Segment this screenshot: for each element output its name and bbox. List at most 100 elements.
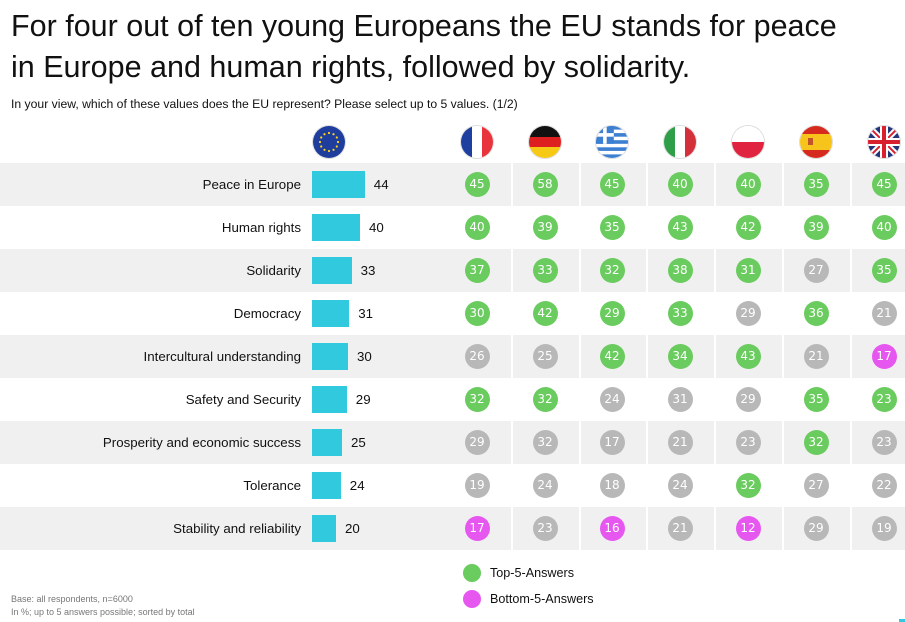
column-divider bbox=[782, 163, 784, 206]
country-value-dot: 27 bbox=[803, 258, 829, 283]
country-value-dot: 35 bbox=[803, 172, 829, 197]
column-divider bbox=[646, 378, 648, 421]
column-divider bbox=[579, 335, 581, 378]
country-value-dot: 35 bbox=[871, 258, 897, 283]
total-bar bbox=[312, 515, 336, 542]
column-divider bbox=[511, 335, 513, 378]
column-divider bbox=[714, 378, 716, 421]
country-value-dot: 23 bbox=[871, 387, 897, 412]
country-value-dot: 25 bbox=[532, 344, 558, 369]
country-value-dot: 12 bbox=[735, 516, 761, 541]
country-value-dot: 23 bbox=[871, 430, 897, 455]
table-row: Human rights 40 40 39 35 43 42 39 40 bbox=[0, 206, 905, 249]
column-divider bbox=[782, 335, 784, 378]
row-label: Prosperity and economic success bbox=[102, 435, 301, 450]
column-divider bbox=[579, 464, 581, 507]
country-value-dot: 58 bbox=[532, 172, 558, 197]
column-divider bbox=[511, 292, 513, 335]
column-divider bbox=[646, 464, 648, 507]
germany-flag-icon bbox=[529, 126, 561, 158]
country-value-dot: 18 bbox=[599, 473, 625, 498]
column-divider bbox=[850, 507, 852, 550]
greece-flag-icon bbox=[596, 126, 628, 158]
total-bar bbox=[312, 171, 365, 198]
footnote-base: Base: all respondents, n=6000 bbox=[11, 594, 133, 604]
country-value-dot: 32 bbox=[803, 430, 829, 455]
eu-star-icon bbox=[335, 136, 338, 139]
country-value-dot: 40 bbox=[464, 215, 490, 240]
column-divider bbox=[782, 249, 784, 292]
title-line-2: in Europe and human rights, followed by … bbox=[11, 50, 691, 84]
total-bar-value: 29 bbox=[355, 392, 371, 407]
country-value-dot: 40 bbox=[667, 172, 693, 197]
column-divider bbox=[579, 249, 581, 292]
total-bar-value: 24 bbox=[349, 478, 365, 493]
country-value-dot: 21 bbox=[871, 301, 897, 326]
corner-accent bbox=[899, 619, 905, 622]
column-divider bbox=[579, 421, 581, 464]
total-bar-value: 44 bbox=[373, 177, 389, 192]
spain-flag-icon bbox=[800, 126, 832, 158]
column-divider bbox=[850, 378, 852, 421]
column-divider bbox=[850, 249, 852, 292]
country-value-dot: 32 bbox=[532, 387, 558, 412]
column-divider bbox=[714, 507, 716, 550]
country-value-dot: 39 bbox=[803, 215, 829, 240]
country-value-dot: 22 bbox=[871, 473, 897, 498]
country-value-dot: 30 bbox=[464, 301, 490, 326]
country-value-dot: 29 bbox=[735, 387, 761, 412]
total-bar-value: 30 bbox=[357, 349, 372, 364]
column-divider bbox=[511, 421, 513, 464]
column-divider bbox=[646, 163, 648, 206]
uk-flag-icon bbox=[868, 126, 900, 158]
country-value-dot: 43 bbox=[667, 215, 693, 240]
table-row: Prosperity and economic success 25 29 32 17 2… bbox=[0, 421, 905, 464]
country-value-dot: 40 bbox=[871, 215, 897, 240]
country-value-dot: 27 bbox=[803, 473, 829, 498]
table-row: Safety and Security 29 32 32 24 31 29 35 23 bbox=[0, 378, 905, 421]
total-bar bbox=[312, 472, 341, 499]
eu-star-icon bbox=[335, 145, 338, 148]
country-value-dot: 32 bbox=[464, 387, 490, 412]
country-value-dot: 32 bbox=[532, 430, 558, 455]
column-divider bbox=[646, 421, 648, 464]
legend-label-top5: Top-5-Answers bbox=[490, 566, 574, 580]
row-label: Tolerance bbox=[243, 478, 301, 493]
country-value-dot: 26 bbox=[464, 344, 490, 369]
table-row: Democracy 31 30 42 29 33 29 36 21 bbox=[0, 292, 905, 335]
column-divider bbox=[646, 507, 648, 550]
row-label: Safety and Security bbox=[185, 392, 301, 407]
column-divider bbox=[782, 206, 784, 249]
eu-star-icon bbox=[332, 148, 335, 151]
eu-star-icon bbox=[332, 133, 335, 136]
column-divider bbox=[511, 163, 513, 206]
france-flag-icon bbox=[461, 126, 493, 158]
column-divider bbox=[579, 163, 581, 206]
column-divider bbox=[782, 292, 784, 335]
total-bar bbox=[312, 214, 360, 241]
country-value-dot: 31 bbox=[735, 258, 761, 283]
column-divider bbox=[646, 292, 648, 335]
country-value-dot: 17 bbox=[464, 516, 490, 541]
column-divider bbox=[850, 292, 852, 335]
total-bar-value: 25 bbox=[351, 435, 366, 450]
country-value-dot: 42 bbox=[599, 344, 625, 369]
column-divider bbox=[511, 464, 513, 507]
table-row: Peace in Europe 44 45 58 45 40 40 35 45 bbox=[0, 163, 905, 206]
column-divider bbox=[511, 249, 513, 292]
country-value-dot: 45 bbox=[871, 172, 897, 197]
title-line-1: For four out of ten young Europeans the … bbox=[11, 9, 837, 43]
column-divider bbox=[646, 206, 648, 249]
column-divider bbox=[714, 163, 716, 206]
poland-flag-icon bbox=[732, 126, 764, 158]
eu-star-icon bbox=[336, 140, 340, 144]
country-value-dot: 33 bbox=[532, 258, 558, 283]
country-value-dot: 19 bbox=[464, 473, 490, 498]
country-value-dot: 38 bbox=[667, 258, 693, 283]
column-divider bbox=[714, 292, 716, 335]
italy-flag-icon bbox=[664, 126, 696, 158]
country-value-dot: 39 bbox=[532, 215, 558, 240]
table-row: Tolerance 24 19 24 18 24 32 27 22 bbox=[0, 464, 905, 507]
footnote-note: In %; up to 5 answers possible; sorted b… bbox=[11, 607, 195, 617]
page-title: For four out of ten young Europeans the … bbox=[11, 6, 903, 88]
